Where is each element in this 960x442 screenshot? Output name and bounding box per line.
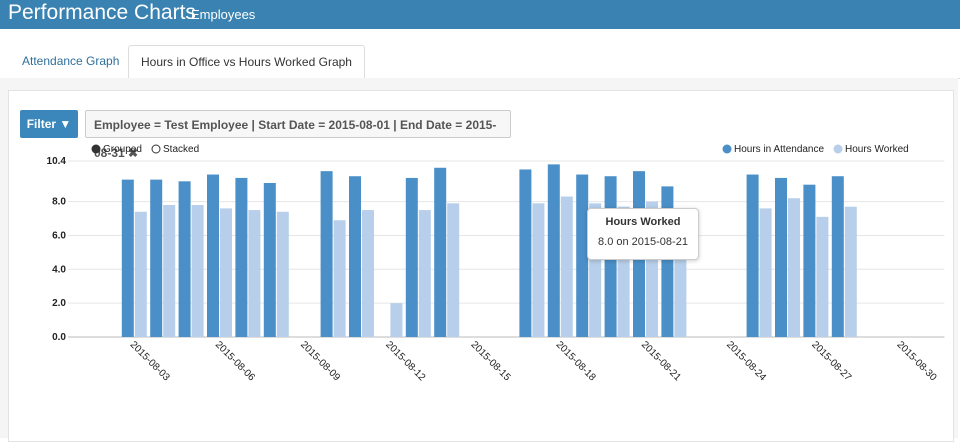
legend-label: Hours Worked	[845, 144, 909, 155]
bar	[349, 176, 361, 337]
bar	[263, 183, 276, 337]
x-tick-label: 2015-08-27	[809, 339, 853, 383]
bar	[178, 181, 191, 337]
filter-text: Employee = Test Employee | Start Date = …	[94, 118, 497, 160]
header-subtitle: Employees	[191, 7, 256, 22]
bar	[447, 203, 460, 337]
bar	[418, 210, 431, 337]
bar	[532, 203, 545, 337]
bar	[191, 205, 204, 337]
y-tick-label: 4.0	[52, 264, 66, 275]
bar	[788, 198, 800, 337]
mode-label: Stacked	[163, 144, 199, 155]
bar	[775, 177, 787, 337]
bar	[248, 210, 261, 337]
bar	[333, 220, 346, 337]
x-tick-label: 2015-08-09	[298, 339, 342, 383]
bar	[134, 211, 147, 337]
bar	[803, 184, 816, 337]
tooltip-text: 8.0 on 2015-08-21	[598, 236, 688, 248]
bar	[759, 208, 772, 337]
bar	[390, 303, 403, 337]
x-tick-label: 2015-08-06	[213, 339, 257, 383]
bar	[320, 171, 333, 337]
bar	[121, 179, 134, 337]
tab-bar: Attendance Graph Hours in Office vs Hour…	[0, 45, 960, 79]
chart: 0.0 2.0 4.0 6.0 8.0 10.4 Grouped Stacked Hours i…	[47, 144, 945, 384]
x-tick-label: 2015-08-24	[724, 339, 768, 383]
filter-summary[interactable]: Employee = Test Employee | Start Date = …	[85, 110, 511, 160]
y-tick-label: 8.0	[52, 197, 66, 208]
filter-label[interactable]: Filter	[26, 117, 57, 131]
bar	[746, 174, 759, 337]
bar	[844, 206, 857, 337]
x-tick-label: 2015-08-18	[554, 339, 598, 383]
header-title: Performance Charts	[8, 1, 196, 24]
y-tick-label: 6.0	[52, 230, 66, 241]
bar	[220, 208, 232, 337]
bar	[816, 216, 829, 337]
bar	[207, 174, 219, 337]
tooltip-title: Hours Worked	[605, 216, 681, 228]
mode-radio[interactable]	[91, 144, 101, 154]
tab-active[interactable]: Hours in Office vs Hours Worked Graph	[128, 45, 365, 79]
bar	[405, 177, 418, 337]
mode-label: Grouped	[103, 144, 142, 155]
bar	[560, 196, 573, 337]
bar	[547, 164, 560, 337]
x-tick-label: 2015-08-21	[639, 339, 683, 383]
bar	[576, 174, 589, 337]
header: Performance Charts Employees	[0, 0, 960, 29]
x-tick-label: 2015-08-12	[383, 339, 427, 383]
bar	[362, 210, 374, 337]
bar	[163, 205, 176, 337]
tooltip: Hours Worked 8.0 on 2015-08-21	[587, 208, 699, 260]
filter-button[interactable]: Filter ▼	[20, 110, 78, 138]
bar	[434, 167, 447, 337]
bar	[276, 211, 289, 337]
legend-swatch	[722, 144, 732, 154]
y-tick-label: 2.0	[52, 298, 66, 309]
x-tick-label: 2015-08-15	[468, 339, 512, 383]
y-tick-label: 0.0	[52, 332, 66, 343]
tab[interactable]: Attendance Graph	[22, 54, 120, 68]
bar	[235, 177, 248, 337]
x-tick-label: 2015-08-03	[128, 339, 172, 383]
legend-label: Hours in Attendance	[734, 144, 824, 155]
x-tick-label: 2015-08-30	[894, 339, 938, 383]
mode-radio[interactable]	[151, 144, 161, 154]
bar	[831, 176, 844, 337]
bar	[519, 169, 532, 337]
legend-swatch	[833, 144, 843, 154]
y-tick-label: 10.4	[47, 156, 67, 167]
bar	[150, 179, 163, 337]
